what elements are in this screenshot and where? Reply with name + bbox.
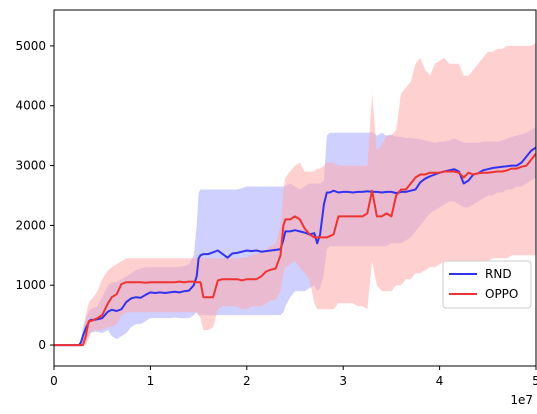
y-tick-label: 0 [38, 338, 46, 352]
y-tick-label: 3000 [15, 159, 46, 173]
oppo-band [54, 42, 536, 346]
x-tick-label: 1 [147, 374, 155, 388]
x-tick-label: 4 [436, 374, 444, 388]
x-tick-label: 3 [339, 374, 347, 388]
y-axis-ticks: 0 1000 2000 3000 4000 5000 [15, 39, 54, 352]
rnd-line [54, 146, 536, 347]
plot-frame [53, 9, 537, 367]
series-lines [54, 146, 536, 347]
y-tick-label: 2000 [15, 218, 46, 232]
x-tick-label: 0 [50, 374, 58, 388]
y-tick-label: 1000 [15, 278, 46, 292]
x-axis-ticks: 0 1 2 3 4 5 [50, 366, 537, 388]
legend: RND OPPO [442, 260, 532, 309]
confidence-bands [54, 42, 536, 346]
x-axis-scale-label: 1e7 [510, 393, 533, 407]
legend-box [442, 260, 532, 309]
oppo-line [54, 152, 536, 347]
legend-label-oppo: OPPO [485, 287, 518, 301]
x-tick-label: 2 [243, 374, 251, 388]
legend-label-rnd: RND [485, 267, 512, 281]
y-tick-label: 4000 [15, 99, 46, 113]
x-tick-label: 5 [532, 374, 537, 388]
y-tick-label: 5000 [15, 39, 46, 53]
